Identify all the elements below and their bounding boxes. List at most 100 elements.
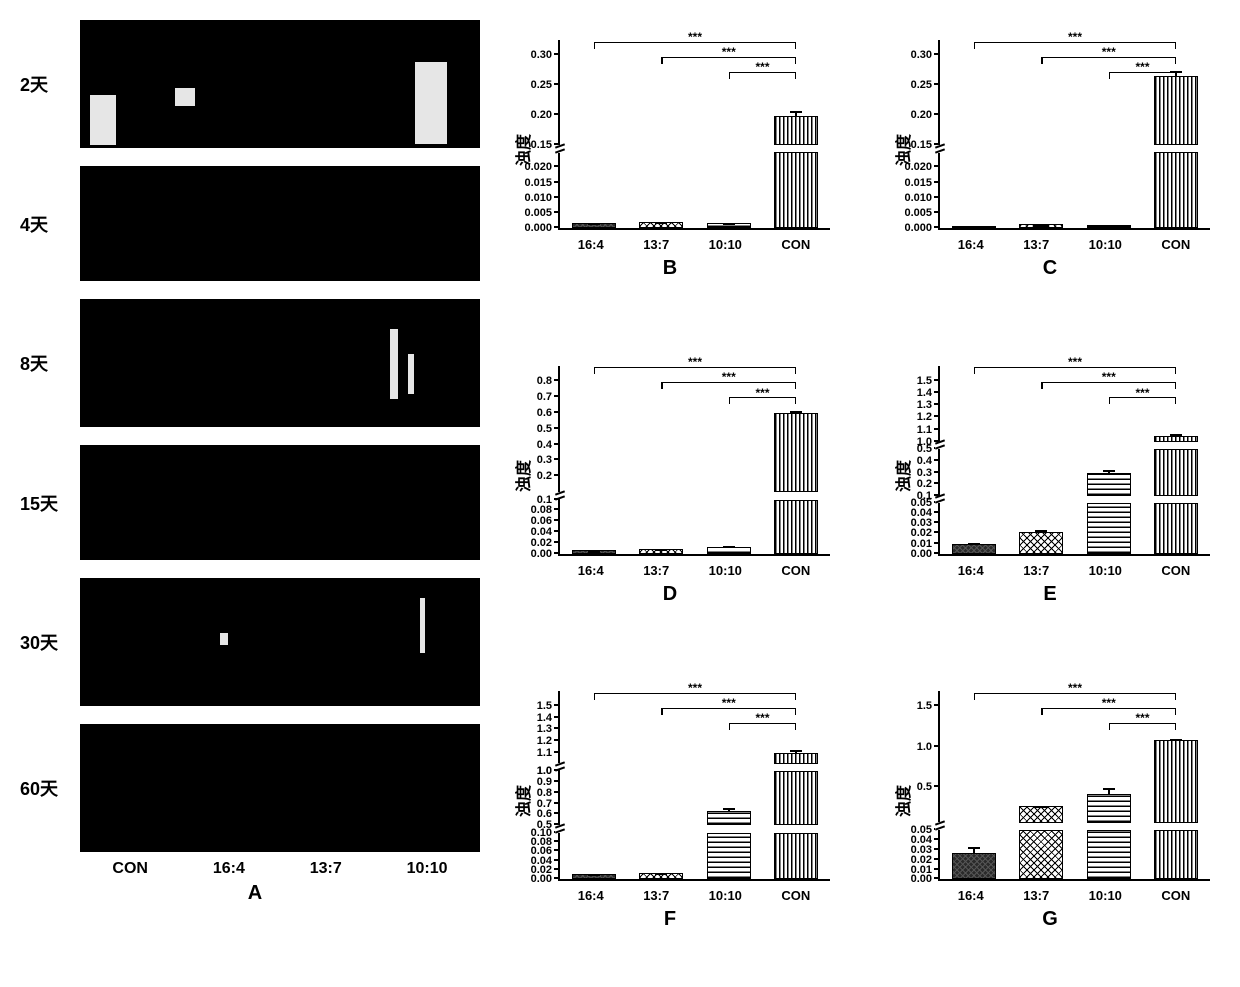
ytick-label: 0.15	[531, 139, 560, 151]
bar-G-1-seg0	[1019, 830, 1063, 879]
chart-plot-B: 0.0000.0050.0100.0150.0200.150.200.250.3…	[558, 40, 830, 230]
chart-plot-G: 0.000.010.020.030.040.050.51.01.5*******…	[938, 691, 1210, 881]
panel-a-name: A	[20, 882, 490, 905]
ytick-label: 0.25	[531, 79, 560, 91]
ytick-label: 0.6	[537, 407, 560, 419]
sig-label-B-0: ***	[688, 30, 702, 44]
ytick-label: 0.010	[524, 192, 560, 204]
xlabel-C-0: 16:4	[958, 237, 984, 252]
xlabel-F-1: 13:7	[643, 888, 669, 903]
panel-a-xlabel-1: 16:4	[213, 860, 245, 878]
ytick-label: 0.7	[537, 391, 560, 403]
bar-B-2-seg0	[707, 223, 751, 228]
ytick-label: 0.5	[537, 819, 560, 831]
sig-label-F-2: ***	[755, 711, 769, 725]
bar-F-2-seg1	[707, 811, 751, 825]
sig-label-C-2: ***	[1135, 60, 1149, 74]
ytick-label: 0.30	[911, 49, 940, 61]
row-label-1: 4天	[20, 211, 48, 237]
sig-label-E-0: ***	[1068, 355, 1082, 369]
ytick-label: 0.1	[537, 494, 560, 506]
chart-name-F: F	[500, 908, 840, 931]
ytick-label: 0.5	[917, 781, 940, 793]
sig-label-G-1: ***	[1102, 696, 1116, 710]
chart-ylabel-E: 浊度	[890, 460, 914, 492]
xlabel-E-3: CON	[1161, 563, 1190, 578]
sig-label-E-2: ***	[1135, 386, 1149, 400]
sig-label-D-0: ***	[688, 355, 702, 369]
xlabel-F-3: CON	[781, 888, 810, 903]
ytick-label: 0.1	[917, 490, 940, 502]
bar-D-3-seg1	[774, 413, 818, 493]
xlabel-C-3: CON	[1161, 237, 1190, 252]
row-label-4: 30天	[20, 629, 58, 655]
ytick-label: 0.6	[537, 808, 560, 820]
bar-C-1-seg0	[1019, 224, 1063, 228]
xlabel-E-1: 13:7	[1023, 563, 1049, 578]
image-panel-1	[80, 166, 480, 281]
chart-name-B: B	[500, 257, 840, 280]
chart-D: 0.000.020.040.060.080.10.20.30.40.50.60.…	[500, 346, 840, 606]
ytick-label: 1.5	[537, 700, 560, 712]
ytick-label: 1.3	[917, 399, 940, 411]
bar-B-3-seg1	[774, 116, 818, 145]
xlabel-G-3: CON	[1161, 888, 1190, 903]
bar-G-0-seg0	[952, 853, 996, 879]
ytick-label: 1.4	[537, 712, 560, 724]
ytick-label: 1.5	[917, 375, 940, 387]
xlabel-B-3: CON	[781, 237, 810, 252]
row-label-3: 15天	[20, 490, 58, 516]
chart-ylabel-B: 浊度	[510, 134, 534, 166]
ytick-label: 0.000	[904, 222, 940, 234]
bar-F-3-seg2	[774, 753, 818, 765]
bar-C-0-seg0	[952, 226, 996, 228]
ytick-label: 0.4	[917, 455, 940, 467]
ytick-label: 0.15	[911, 139, 940, 151]
panel-a-xlabel-2: 13:7	[310, 860, 342, 878]
sig-label-F-0: ***	[688, 681, 702, 695]
ytick-label: 0.04	[531, 526, 560, 538]
xlabel-D-0: 16:4	[578, 563, 604, 578]
ytick-label: 1.0	[917, 741, 940, 753]
image-panel-5	[80, 724, 480, 852]
row-label-0: 2天	[20, 71, 48, 97]
ytick-label: 0.8	[537, 787, 560, 799]
xlabel-E-0: 16:4	[958, 563, 984, 578]
xlabel-F-2: 10:10	[709, 888, 742, 903]
chart-G: 0.000.010.020.030.040.050.51.01.5*******…	[880, 671, 1220, 931]
image-panel-0	[80, 20, 480, 148]
chart-ylabel-C: 浊度	[890, 134, 914, 166]
chart-xlabels-G: 16:413:710:10CON	[938, 888, 1210, 903]
panel-a-xlabels: CON16:413:710:10	[80, 860, 480, 878]
panel-a-xlabel-0: CON	[112, 860, 148, 878]
ytick-label: 0.015	[904, 177, 940, 189]
ytick-label: 0.005	[524, 207, 560, 219]
ytick-label: 0.3	[917, 467, 940, 479]
sig-label-D-2: ***	[755, 386, 769, 400]
ytick-label: 1.0	[917, 436, 940, 448]
xlabel-D-1: 13:7	[643, 563, 669, 578]
ytick-label: 1.2	[917, 411, 940, 423]
ytick-label: 0.8	[537, 375, 560, 387]
ytick-label: 1.4	[917, 387, 940, 399]
ytick-label: 1.2	[537, 735, 560, 747]
chart-plot-F: 0.000.020.040.060.080.100.50.60.70.80.91…	[558, 691, 830, 881]
xlabel-C-1: 13:7	[1023, 237, 1049, 252]
ytick-label: 0.2	[537, 470, 560, 482]
bar-D-3-seg0	[774, 500, 818, 554]
chart-name-C: C	[880, 257, 1220, 280]
ytick-label: 0.02	[531, 537, 560, 549]
figure-container: 2天4天8天15天30天60天CON16:413:710:10A 0.0000.…	[20, 20, 1220, 967]
xlabel-B-0: 16:4	[578, 237, 604, 252]
ytick-label: 0.005	[904, 207, 940, 219]
chart-plot-D: 0.000.020.040.060.080.10.20.30.40.50.60.…	[558, 366, 830, 556]
ytick-label: 0.010	[904, 192, 940, 204]
ytick-label: 0.20	[911, 109, 940, 121]
xlabel-B-2: 10:10	[709, 237, 742, 252]
bar-G-3-seg0	[1154, 830, 1198, 879]
image-panel-4	[80, 578, 480, 706]
chart-ylabel-G: 浊度	[890, 785, 914, 817]
chart-xlabels-D: 16:413:710:10CON	[558, 563, 830, 578]
bar-E-3-seg2	[1154, 436, 1198, 442]
ytick-label: 0.2	[917, 478, 940, 490]
